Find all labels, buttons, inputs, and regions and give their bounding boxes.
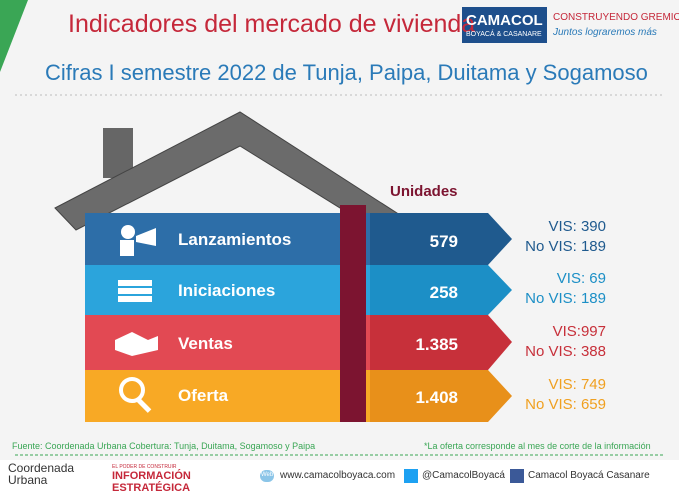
row-arrow: [370, 315, 512, 370]
vis: VIS: 390: [548, 218, 606, 235]
icons: [115, 225, 158, 413]
info-logo: INFORMACIÓN ESTRATÉGICA: [112, 470, 191, 494]
column-header: Unidades: [390, 183, 458, 200]
row-label: Ventas: [178, 334, 233, 353]
vis: VIS: 69: [556, 270, 606, 287]
row-label: Iniciaciones: [178, 281, 276, 300]
row-value: 258: [429, 283, 458, 302]
info-tagline: EL PODER DE CONSTRUIR: [112, 464, 177, 470]
row-arrow: [370, 213, 512, 265]
no-vis: No VIS: 189: [525, 290, 606, 307]
row-value: 579: [429, 232, 458, 251]
vis: VIS: 749: [548, 376, 606, 393]
no-vis: No VIS: 189: [525, 238, 606, 255]
logo-slogan: CONSTRUYENDO GREMIO: [553, 12, 679, 23]
subtitle: Cifras I semestre 2022 de Tunja, Paipa, …: [45, 60, 648, 85]
twitter-icon: [404, 469, 418, 483]
facebook[interactable]: Camacol Boyacá Casanare: [528, 470, 650, 481]
website[interactable]: www.camacolboyaca.com: [280, 470, 396, 481]
footer-band: [0, 460, 679, 500]
no-vis: No VIS: 388: [525, 343, 606, 360]
twitter[interactable]: @CamacolBoyacá: [422, 470, 505, 481]
logo-box: [462, 7, 547, 43]
coordenada-logo: Coordenada Urbana: [8, 461, 75, 487]
logo-tagline: Juntos lograremos más: [553, 27, 657, 38]
no-vis: No VIS: 659: [525, 396, 606, 413]
row-value: 1.408: [415, 388, 458, 407]
row-arrow: [370, 265, 512, 315]
row-bg: [85, 213, 385, 265]
source: Fuente: Coordenada Urbana Cobertura: Tun…: [12, 441, 316, 451]
corner: [0, 0, 28, 72]
row-label: Lanzamientos: [178, 230, 292, 249]
logo-region: BOYACÁ & CASANARE: [466, 31, 542, 38]
vis: VIS:997: [552, 323, 606, 340]
footnote: *La oferta corresponde al mes de corte d…: [424, 441, 651, 451]
title: Indicadores del mercado de vivienda: [68, 10, 476, 38]
row-arrow: [370, 370, 512, 422]
facebook-icon: [510, 469, 524, 483]
pillar: [340, 205, 366, 422]
row-value: 1.385: [415, 335, 458, 354]
row-label: Oferta: [178, 386, 229, 405]
web-icon: [260, 470, 274, 482]
web-label: Web: [261, 472, 274, 478]
logo-name: CAMACOL: [466, 12, 543, 29]
